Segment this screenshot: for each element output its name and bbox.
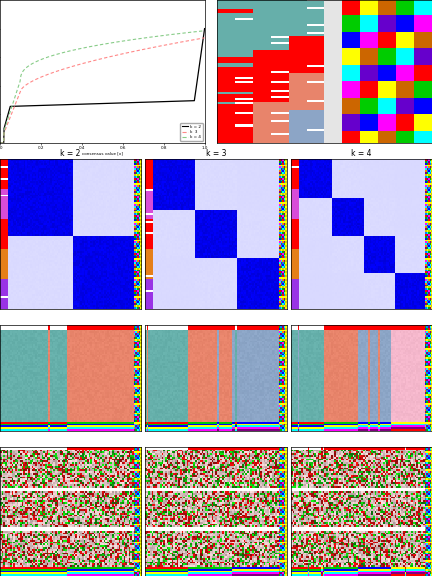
Legend: k = 2, k  3, k = 4: k = 2, k 3, k = 4 [180, 123, 203, 141]
Title: k = 3: k = 3 [206, 149, 226, 158]
Title: k = 4: k = 4 [351, 149, 372, 158]
X-axis label: consensus value [x]: consensus value [x] [82, 152, 123, 156]
Title: k = 2: k = 2 [60, 149, 81, 158]
